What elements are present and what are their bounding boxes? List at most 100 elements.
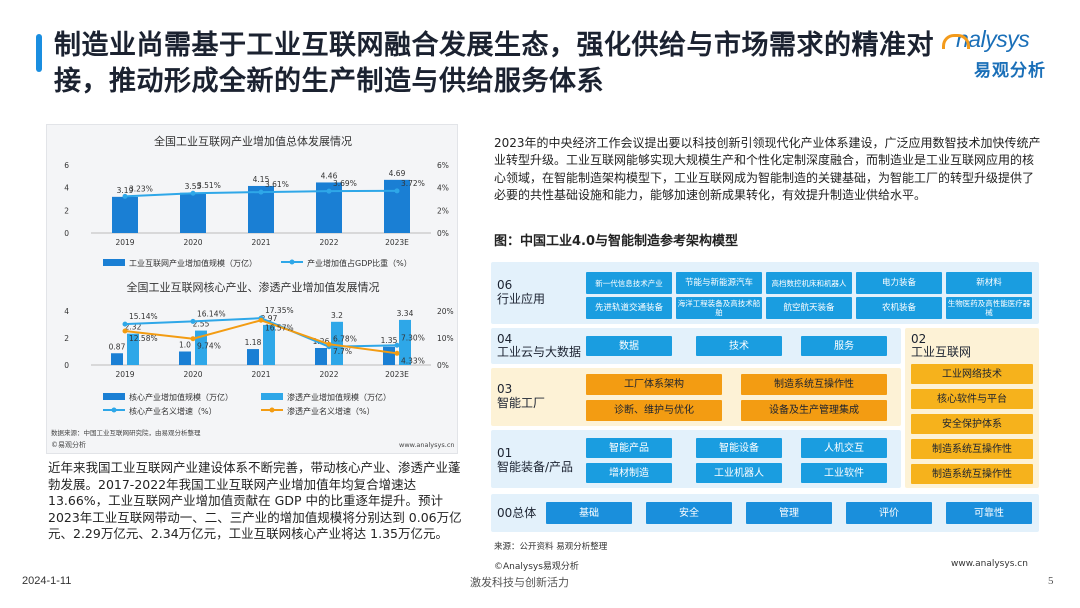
chip-factory-4: 设备及生产管理集成 bbox=[741, 400, 887, 421]
chip-factory-2: 制造系统互操作性 bbox=[741, 374, 887, 395]
line-point bbox=[122, 193, 128, 199]
chip-iiot-5: 制造系统互操作性 bbox=[911, 464, 1033, 484]
x-tick-label: 2020 bbox=[183, 370, 202, 379]
chart1-legend-line-marker bbox=[289, 259, 295, 265]
footer-slogan: 激发科技与创新活力 bbox=[470, 576, 569, 589]
logo-wordmark: nalysys bbox=[941, 26, 1030, 52]
title-accent-bar bbox=[36, 34, 42, 72]
y2-tick-label: 0% bbox=[437, 229, 449, 238]
y2-tick-label: 0% bbox=[437, 361, 449, 370]
chip-industry-4: 电力装备 bbox=[856, 272, 942, 294]
band-overall-text: 总体 bbox=[512, 506, 537, 520]
y2-tick-label: 2% bbox=[437, 206, 449, 215]
chip-iiot-1: 工业网络技术 bbox=[911, 364, 1033, 384]
bar-value-label: 4.46 bbox=[321, 171, 338, 180]
left-paragraph: 近年来我国工业互联网产业建设体系不断完善，带动核心产业、渗透产业蓬勃发展。201… bbox=[48, 460, 462, 541]
bar bbox=[112, 196, 138, 233]
chart2-legend-coregrowth: 核心产业名义增速（%） bbox=[129, 406, 217, 416]
chart2-title: 全国工业互联网核心产业、渗透产业增加值发展情况 bbox=[127, 280, 380, 294]
band-cloud-label: 工业云与大数据 bbox=[497, 345, 582, 359]
chart-source: 数据来源：中国工业互联网研究院，由易观分析整理 bbox=[51, 428, 201, 437]
chip-industry-10: 生物医药及高性能医疗器械 bbox=[946, 297, 1032, 319]
chip-iiot-2: 核心软件与平台 bbox=[911, 389, 1033, 409]
y2-tick-label: 6% bbox=[437, 161, 449, 170]
x-tick-label: 2021 bbox=[251, 238, 270, 247]
chip-equipment-6: 工业软件 bbox=[801, 463, 887, 483]
band-equipment-num: 01 bbox=[497, 446, 513, 460]
y-tick-label: 4 bbox=[64, 184, 69, 193]
bar-value-label: 3.19 bbox=[117, 186, 134, 195]
bar-value-label: 3.34 bbox=[397, 309, 414, 318]
band-factory-num: 03 bbox=[497, 382, 513, 396]
line-value-label: 3.23% bbox=[129, 184, 153, 193]
chip-equipment-3: 人机交互 bbox=[801, 438, 887, 458]
line-point bbox=[258, 189, 264, 195]
chip-factory-3: 诊断、维护与优化 bbox=[586, 400, 722, 421]
chart2-legend-coregrowth-marker bbox=[111, 407, 117, 413]
line-point bbox=[122, 328, 128, 334]
line-point bbox=[190, 336, 196, 342]
logo-chinese: 易观分析 bbox=[974, 61, 1046, 81]
line-value-label: 17.35% bbox=[265, 306, 294, 315]
chip-industry-3: 高档数控机床和机器人 bbox=[766, 272, 852, 294]
bar bbox=[179, 351, 191, 365]
x-tick-label: 2023E bbox=[385, 370, 409, 379]
bar-value-label: 4.15 bbox=[253, 175, 270, 184]
y-tick-label: 4 bbox=[64, 307, 69, 316]
bar-value-label: 4.69 bbox=[389, 169, 406, 178]
bar-value-label: 3.55 bbox=[185, 182, 202, 191]
bar bbox=[331, 321, 343, 365]
x-tick-label: 2019 bbox=[115, 238, 134, 247]
chip-equipment-4: 增材制造 bbox=[586, 463, 672, 483]
bar bbox=[195, 330, 207, 365]
line-value-label: 3.61% bbox=[265, 180, 289, 189]
band-overall-label: 00总体 bbox=[497, 506, 536, 521]
chip-industry-5: 新材料 bbox=[946, 272, 1032, 294]
chart1-title: 全国工业互联网产业增加值总体发展情况 bbox=[154, 134, 352, 148]
line-point bbox=[394, 188, 400, 194]
footer-url: www.analysys.cn bbox=[951, 559, 1028, 569]
chip-cloud-3: 服务 bbox=[801, 336, 887, 356]
charts-panel: 全国工业互联网产业增加值总体发展情况 0 2 4 6 0% 2% 4% 6% 2019 2020 2… bbox=[46, 124, 458, 454]
page-title: 制造业尚需基于工业互联网融合发展生态，强化供给与市场需求的精准对接，推动形成全新… bbox=[54, 30, 934, 97]
bar-value-label: 1.0 bbox=[179, 341, 191, 350]
bar bbox=[247, 349, 259, 365]
chip-overall-3: 管理 bbox=[746, 502, 832, 524]
band-equipment-label: 智能装备/产品 bbox=[497, 460, 574, 474]
footer-date: 2024-1-11 bbox=[22, 575, 72, 587]
line-value-label: 3.72% bbox=[401, 179, 425, 188]
x-tick-label: 2021 bbox=[251, 370, 270, 379]
bar-value-label: 2.97 bbox=[261, 314, 278, 323]
bar bbox=[127, 333, 139, 365]
chart2-legend-core-swatch bbox=[103, 393, 125, 400]
y2-tick-label: 10% bbox=[437, 334, 454, 343]
chip-iiot-4: 制造系统互操作性 bbox=[911, 439, 1033, 459]
chart1-legend-bar: 工业互联网产业增加值规模（万亿） bbox=[129, 258, 257, 268]
chip-factory-1: 工厂体系架构 bbox=[586, 374, 722, 395]
y-tick-label: 2 bbox=[64, 334, 69, 343]
line-point bbox=[326, 188, 332, 194]
bar-value-label: 2.32 bbox=[125, 323, 142, 332]
chart-url: www.analysys.cn bbox=[399, 441, 455, 449]
chip-overall-5: 可靠性 bbox=[946, 502, 1032, 524]
chip-industry-7: 海洋工程装备及高技术船舶 bbox=[676, 297, 762, 319]
line-value-label: 15.14% bbox=[129, 312, 158, 321]
line-value-label: 3.69% bbox=[333, 179, 357, 188]
line-point bbox=[394, 342, 400, 348]
chart2-legend-pengrowth-marker bbox=[269, 407, 275, 413]
bar bbox=[399, 319, 411, 365]
chip-overall-1: 基础 bbox=[546, 502, 632, 524]
y2-tick-label: 4% bbox=[437, 184, 449, 193]
chip-industry-1: 新一代信息技术产业 bbox=[586, 272, 672, 294]
chip-cloud-2: 技术 bbox=[696, 336, 782, 356]
right-paragraph: 2023年的中央经济工作会议提出要以科技创新引领现代化产业体系建设，广泛应用数智… bbox=[494, 136, 1041, 202]
chip-equipment-5: 工业机器人 bbox=[696, 463, 782, 483]
bar bbox=[315, 347, 327, 365]
band-overall-num: 00 bbox=[497, 506, 513, 520]
line-value-label: 4.33% bbox=[401, 356, 425, 365]
line-value-label: 3.51% bbox=[197, 181, 221, 190]
chart2-legend-pengrowth: 渗透产业名义增速（%） bbox=[287, 406, 375, 416]
chip-industry-8: 航空航天装备 bbox=[766, 297, 852, 319]
y-tick-label: 0 bbox=[64, 361, 69, 370]
